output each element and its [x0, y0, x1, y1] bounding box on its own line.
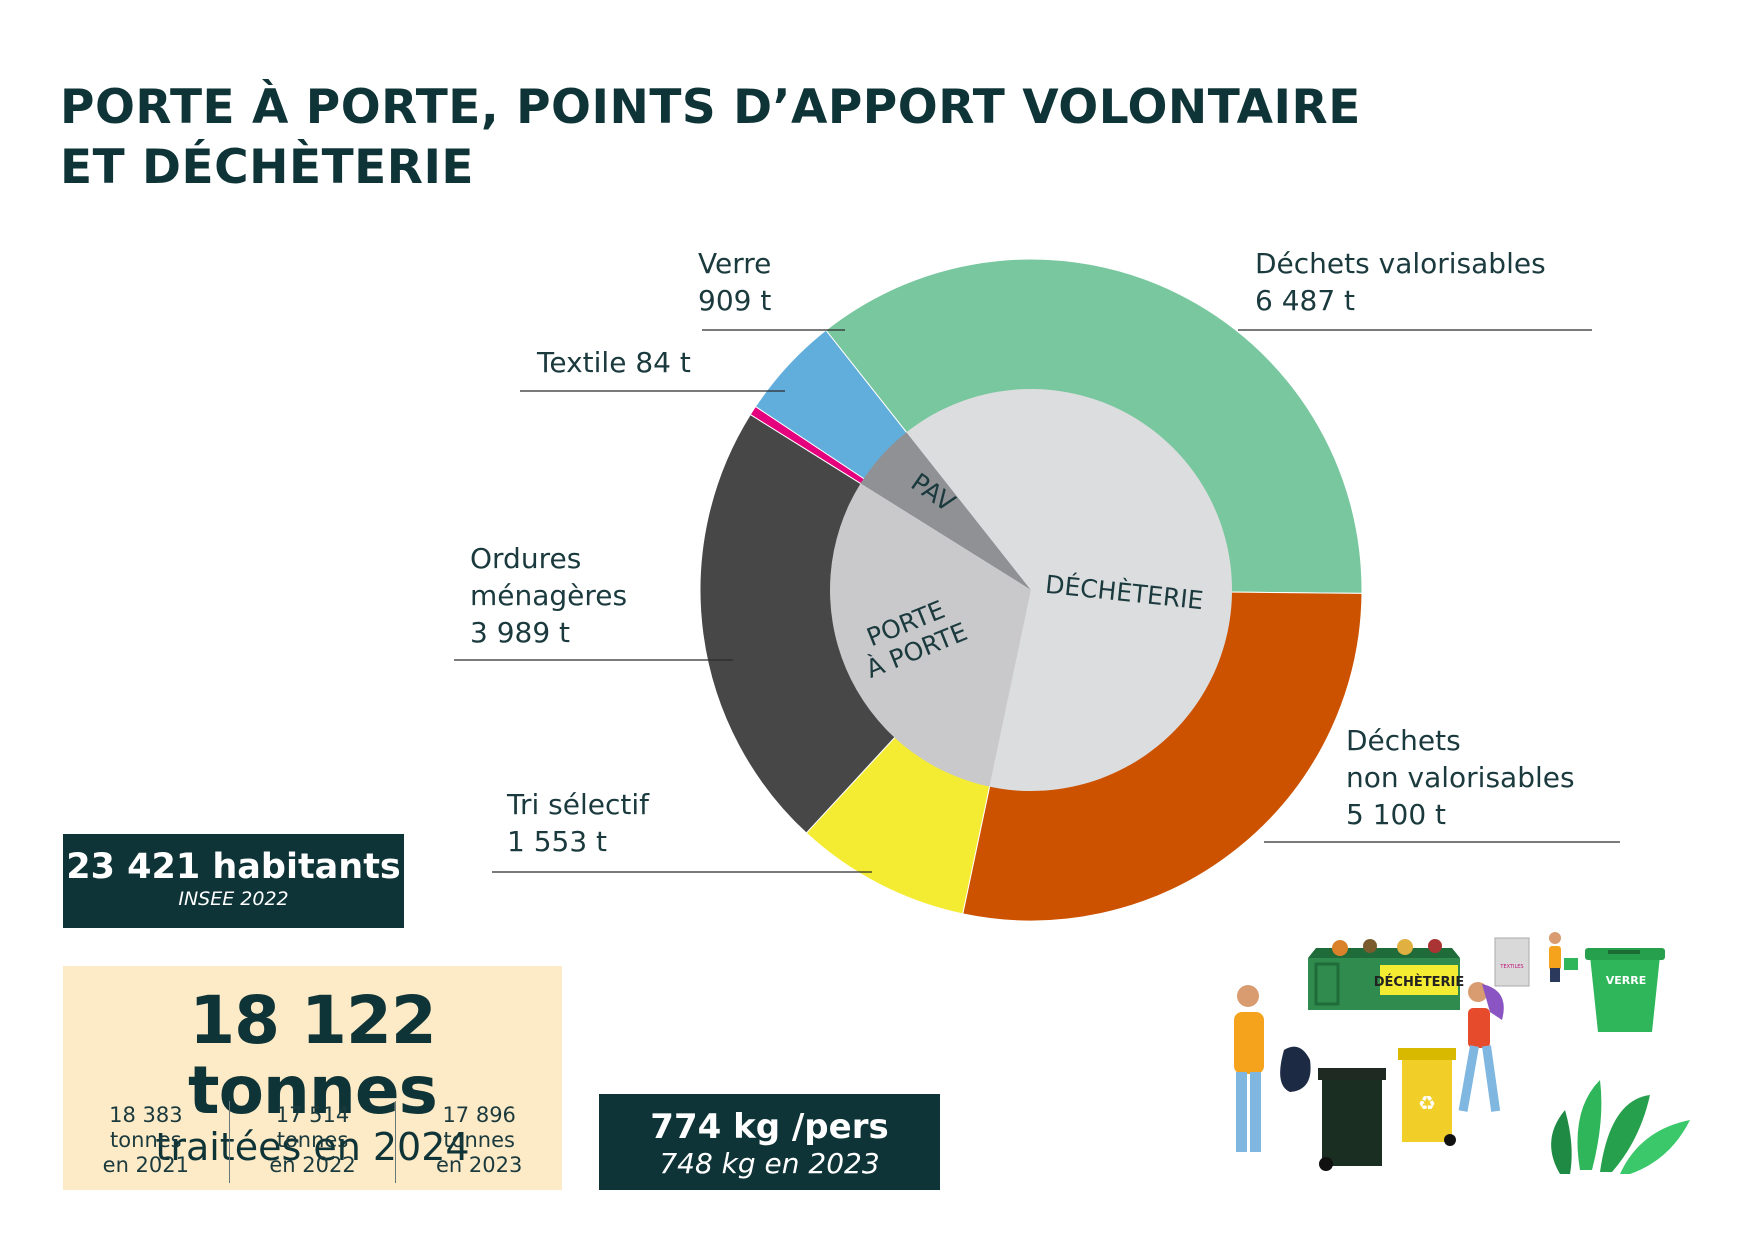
total-tonnage-subtitle: traitées en 2024	[155, 1125, 470, 1169]
label-textile-text: Textile 84 t	[537, 346, 691, 379]
label-non-valorisables: Déchets non valorisables 5 100 t	[1346, 722, 1575, 833]
inner-slice-decheterie	[906, 389, 1232, 792]
label-valorisables: Déchets valorisables 6 487 t	[1255, 245, 1546, 319]
label-non-valorisables-l1: Déchets	[1346, 724, 1461, 757]
decheterie-sign-text: DÉCHÈTERIE	[1374, 974, 1464, 990]
plant-icon	[1551, 1080, 1690, 1174]
history-year: en 2021	[102, 1153, 190, 1177]
inner-slice-pav	[860, 432, 1031, 590]
waste-illustration: DÉCHÈTERIE TEXTILES VERRE ♻	[1234, 932, 1690, 1174]
population-box: 23 421 habitants INSEE 2022	[63, 834, 404, 928]
label-non-valorisables-l2: non valorisables	[1346, 761, 1575, 794]
textile-bin-icon: TEXTILES	[1494, 937, 1530, 987]
label-verre-name: Verre	[698, 247, 772, 280]
inner-slice-porte-a-porte	[830, 483, 1031, 787]
label-tri-value: 1 553 t	[507, 825, 608, 858]
yellow-bin-icon: ♻	[1398, 1048, 1456, 1146]
label-verre-value: 909 t	[698, 284, 772, 317]
page-title-line-2: ET DÉCHÈTERIE	[60, 140, 475, 195]
person-small-icon	[1549, 932, 1578, 982]
page-title: PORTE À PORTE, POINTS D’APPORT VOLONTAIR…	[60, 78, 1361, 198]
label-valorisables-value: 6 487 t	[1255, 284, 1356, 317]
inner-ring	[830, 389, 1232, 792]
history-unit: tonnes	[276, 1128, 349, 1152]
leader-lines	[454, 329, 1620, 873]
history-year: en 2023	[436, 1153, 523, 1177]
label-ordures-l2: ménagères	[470, 579, 628, 612]
history-value: 18 383	[109, 1103, 183, 1127]
history-value: 17 514	[275, 1103, 350, 1127]
total-tonnage-box: 18 122 tonnes traitées en 2024 18 383 to…	[63, 966, 562, 1190]
history-value: 17 896	[442, 1103, 516, 1127]
glass-bin-icon: VERRE	[1585, 948, 1665, 1032]
history-unit: tonnes	[443, 1128, 515, 1152]
decheterie-container-icon: DÉCHÈTERIE	[1308, 939, 1464, 1010]
page-title-line-1: PORTE À PORTE, POINTS D’APPORT VOLONTAIR…	[60, 80, 1361, 135]
population-value: 23 421 habitants	[66, 847, 401, 887]
history-item-2023: 17 896 tonnes en 2023	[395, 1101, 562, 1183]
label-non-valorisables-value: 5 100 t	[1346, 798, 1447, 831]
label-tri-name: Tri sélectif	[507, 788, 650, 821]
label-ordures: Ordures ménagères 3 989 t	[470, 540, 627, 651]
label-ordures-l1: Ordures	[470, 542, 582, 575]
population-source: INSEE 2022	[178, 888, 289, 910]
per-person-box: 774 kg /pers 748 kg en 2023	[599, 1094, 940, 1190]
verre-sign-text: VERRE	[1606, 974, 1646, 987]
label-valorisables-name: Déchets valorisables	[1255, 247, 1546, 280]
label-ordures-value: 3 989 t	[470, 616, 571, 649]
per-person-value: 774 kg /pers	[650, 1107, 889, 1147]
history-item-2021: 18 383 tonnes en 2021	[63, 1101, 229, 1183]
person-woman-icon	[1458, 982, 1504, 1112]
label-textile: Textile 84 t	[537, 344, 691, 381]
history-unit: tonnes	[110, 1128, 182, 1152]
label-verre: Verre 909 t	[698, 245, 771, 319]
history-item-2022: 17 514 tonnes en 2022	[228, 1101, 396, 1183]
textiles-sign-text: TEXTILES	[1499, 964, 1523, 970]
person-man-icon	[1234, 985, 1311, 1152]
svg-text:♻: ♻	[1418, 1091, 1436, 1115]
black-bin-icon	[1318, 1068, 1386, 1171]
history-year: en 2022	[269, 1153, 356, 1177]
per-person-previous: 748 kg en 2023	[659, 1147, 880, 1180]
history-years: 18 383 tonnes en 2021 17 514 tonnes en 2…	[63, 1101, 562, 1183]
label-tri: Tri sélectif 1 553 t	[507, 786, 649, 860]
